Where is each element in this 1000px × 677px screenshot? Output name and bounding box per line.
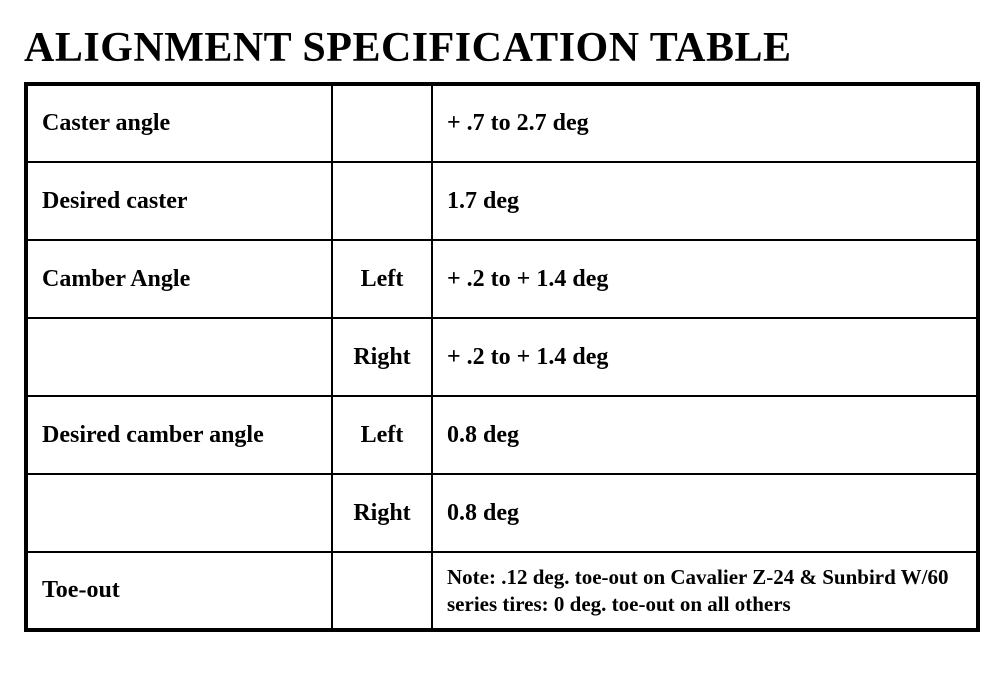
cell-value: 1.7 deg [432, 162, 978, 240]
cell-side: Left [332, 396, 432, 474]
cell-label [26, 318, 332, 396]
page: ALIGNMENT SPECIFICATION TABLE Caster ang… [0, 0, 1000, 632]
alignment-spec-table: Caster angle + .7 to 2.7 deg Desired cas… [24, 82, 980, 632]
cell-label: Desired caster [26, 162, 332, 240]
cell-label: Desired camber angle [26, 396, 332, 474]
cell-value-note: Note: .12 deg. toe-out on Cavalier Z-24 … [432, 552, 978, 630]
cell-label: Toe-out [26, 552, 332, 630]
table-row: Camber Angle Left + .2 to + 1.4 deg [26, 240, 978, 318]
table-row: Desired caster 1.7 deg [26, 162, 978, 240]
cell-label [26, 474, 332, 552]
cell-value: 0.8 deg [432, 396, 978, 474]
page-title: ALIGNMENT SPECIFICATION TABLE [24, 24, 976, 72]
cell-label: Camber Angle [26, 240, 332, 318]
cell-side: Left [332, 240, 432, 318]
cell-side [332, 162, 432, 240]
cell-value: + .2 to + 1.4 deg [432, 240, 978, 318]
table-row: Toe-out Note: .12 deg. toe-out on Cavali… [26, 552, 978, 630]
cell-value: 0.8 deg [432, 474, 978, 552]
cell-side [332, 552, 432, 630]
table-row: Desired camber angle Left 0.8 deg [26, 396, 978, 474]
table-row: Right + .2 to + 1.4 deg [26, 318, 978, 396]
table-row: Caster angle + .7 to 2.7 deg [26, 84, 978, 162]
cell-value: + .2 to + 1.4 deg [432, 318, 978, 396]
cell-value: + .7 to 2.7 deg [432, 84, 978, 162]
cell-side [332, 84, 432, 162]
table-row: Right 0.8 deg [26, 474, 978, 552]
cell-side: Right [332, 474, 432, 552]
cell-side: Right [332, 318, 432, 396]
cell-label: Caster angle [26, 84, 332, 162]
